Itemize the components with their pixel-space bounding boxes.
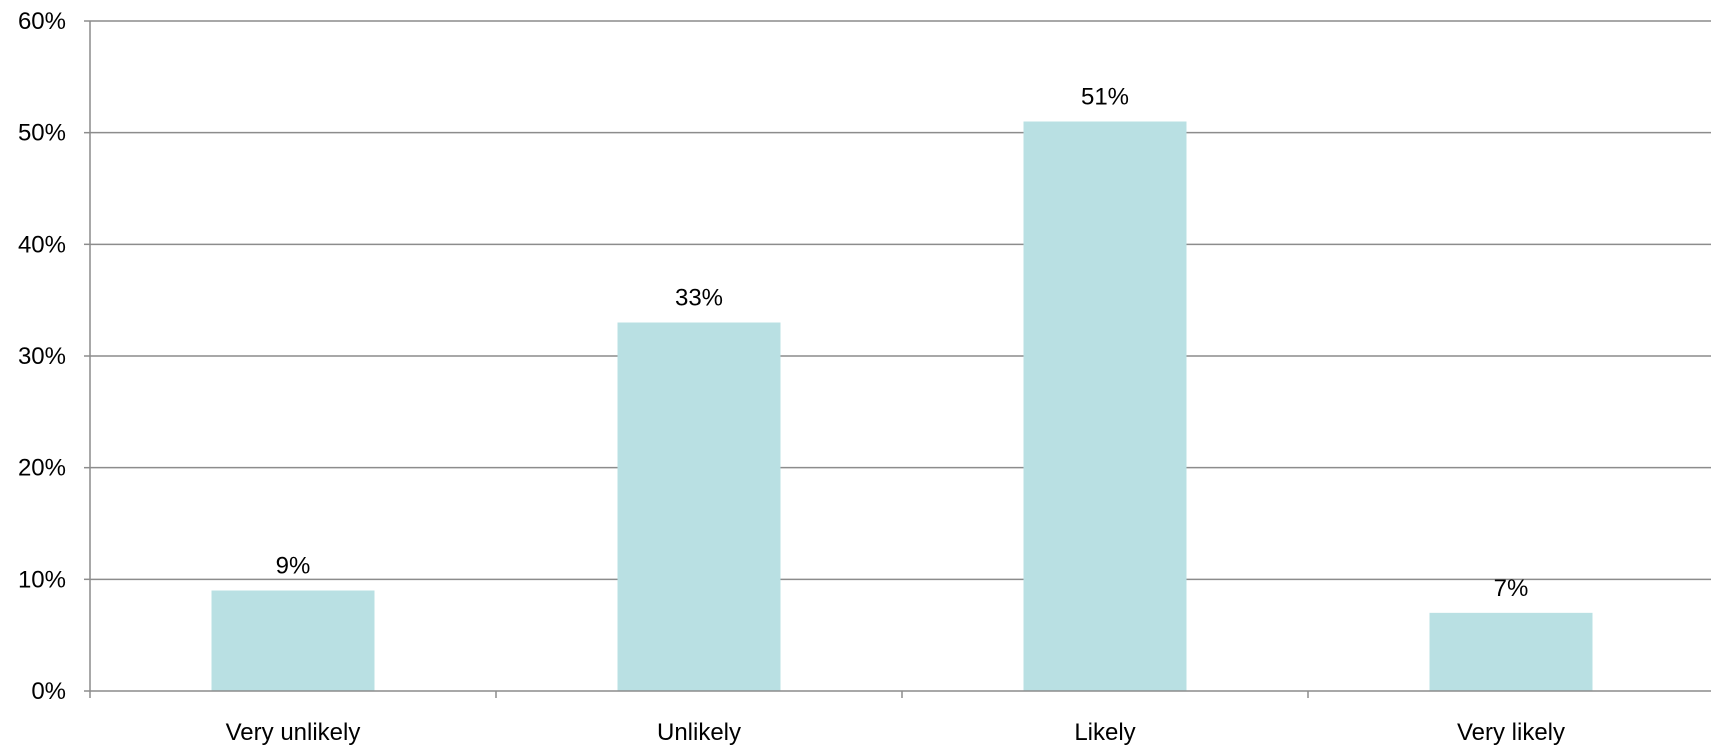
labels: 0% 10% 20% 30% 40% 50% 60% 9% Very unlikely 33% Un… — [18, 8, 1565, 746]
y-tick-label: 60% — [18, 8, 66, 35]
y-tick-label: 30% — [18, 343, 66, 370]
data-label: 7% — [1494, 575, 1529, 602]
bar — [211, 590, 375, 691]
category-label: Very likely — [1457, 719, 1565, 746]
data-label: 51% — [1081, 84, 1129, 111]
category-label: Very unlikely — [226, 719, 361, 746]
axes — [84, 20, 1711, 698]
bar — [1023, 121, 1187, 691]
y-tick-label: 50% — [18, 120, 66, 147]
data-label: 9% — [276, 553, 311, 580]
category-label: Likely — [1074, 719, 1135, 746]
category-label: Unlikely — [657, 719, 741, 746]
bar — [617, 322, 781, 691]
bar — [1429, 612, 1593, 691]
y-tick-label: 0% — [31, 678, 66, 705]
data-label: 33% — [675, 285, 723, 312]
gridlines — [90, 20, 1711, 581]
y-tick-label: 20% — [18, 455, 66, 482]
y-tick-label: 10% — [18, 566, 66, 593]
bars — [211, 121, 1593, 691]
y-tick-label: 40% — [18, 231, 66, 258]
